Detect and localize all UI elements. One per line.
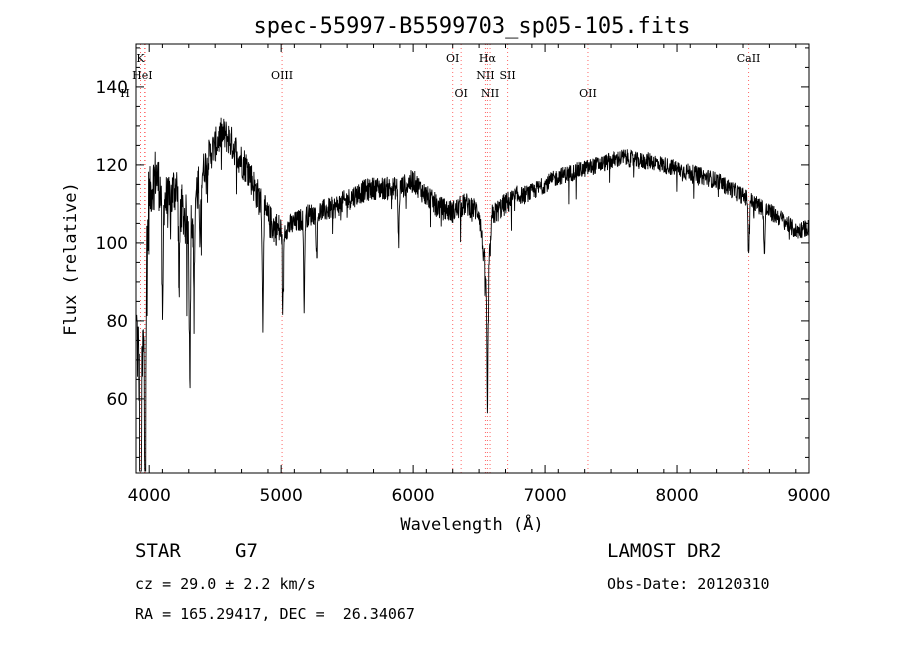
y-tick-label: 120 [96,156,128,176]
object-type: STAR [135,540,181,562]
spectrum-series [136,117,810,472]
y-tick-label: 140 [96,78,128,98]
marker-label: HeI [132,69,152,82]
redshift-cz: cz = 29.0 ± 2.2 km/s [135,575,316,593]
y-tick-label: 60 [106,390,128,410]
marker-label: OI [454,87,467,100]
subclass: G7 [235,540,258,562]
y-tick-label: 100 [96,234,128,254]
emission-line-markers [139,44,750,473]
marker-label: NII [476,69,494,82]
marker-label: OII [579,87,597,100]
x-tick-label: 5000 [260,486,303,506]
y-tick-label: 80 [106,312,128,332]
x-tick-label: 9000 [787,486,830,506]
x-tick-label: 8000 [655,486,698,506]
coordinates: RA = 165.29417, DEC = 26.34067 [135,605,415,623]
x-axis-ticks: 4000 5000 6000 7000 8000 9000 [128,44,831,506]
marker-label: OI [446,52,459,65]
y-axis-label: Flux (relative) [61,182,81,336]
x-tick-label: 4000 [128,486,171,506]
survey-name: LAMOST DR2 [607,540,722,562]
marker-label: CaII [737,52,761,65]
marker-label: Hα [479,52,497,65]
spectrum-line [136,117,810,472]
marker-label: SII [499,69,515,82]
plot-frame [135,43,810,474]
x-tick-label: 7000 [523,486,566,506]
x-axis-label: Wavelength (Å) [400,513,543,535]
marker-label: NII [481,87,499,100]
marker-label: K [136,52,145,65]
observation-date: Obs-Date: 20120310 [607,575,770,593]
x-tick-label: 6000 [391,486,434,506]
marker-label: OIII [271,69,293,82]
y-axis-ticks: 60 80 100 120 140 [96,47,809,458]
marker-label: H [120,87,130,100]
chart-title: spec-55997-B5599703_sp05-105.fits [253,14,690,39]
